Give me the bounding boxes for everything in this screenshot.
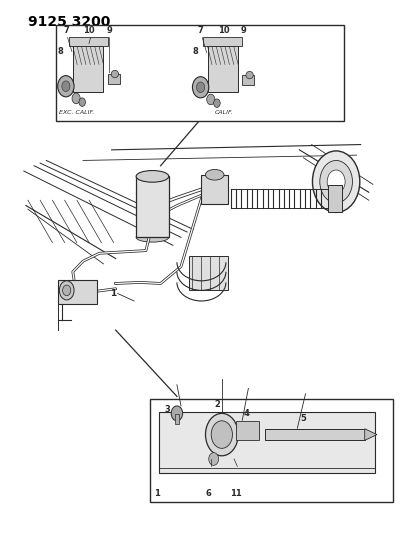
Circle shape [79, 98, 85, 107]
Circle shape [59, 281, 74, 300]
Bar [265, 429, 365, 440]
Bar [242, 75, 254, 85]
Text: 4: 4 [243, 409, 249, 418]
Circle shape [196, 82, 205, 93]
Text: 11: 11 [230, 489, 242, 498]
Text: 8: 8 [58, 47, 63, 56]
Bar [189, 256, 228, 290]
Polygon shape [159, 413, 375, 473]
Text: CALIF.: CALIF. [215, 110, 233, 115]
Text: 10: 10 [218, 26, 230, 35]
Bar [203, 37, 242, 46]
Text: 10: 10 [83, 26, 95, 35]
Text: 3: 3 [165, 405, 171, 414]
Circle shape [62, 285, 71, 296]
Bar [175, 415, 179, 424]
Bar [208, 46, 238, 92]
Circle shape [58, 76, 74, 97]
Circle shape [207, 94, 215, 105]
Bar [56, 25, 344, 120]
Circle shape [62, 81, 70, 92]
Circle shape [209, 453, 219, 465]
Circle shape [72, 93, 80, 104]
Text: 7: 7 [63, 26, 69, 35]
Circle shape [211, 421, 233, 448]
Text: 6: 6 [206, 489, 212, 498]
Text: 9125 3200: 9125 3200 [28, 14, 110, 29]
Text: 9: 9 [107, 26, 113, 35]
Bar [73, 46, 104, 92]
Text: 2: 2 [215, 400, 221, 409]
Text: 1: 1 [154, 489, 159, 498]
Bar [236, 421, 259, 440]
Text: 9: 9 [240, 26, 246, 35]
Circle shape [171, 406, 182, 421]
Bar [328, 185, 342, 212]
Circle shape [206, 414, 238, 456]
Circle shape [320, 160, 353, 203]
Circle shape [327, 170, 345, 193]
Bar [108, 74, 120, 84]
Ellipse shape [246, 71, 253, 79]
Circle shape [312, 151, 360, 213]
Ellipse shape [136, 232, 169, 242]
Bar [69, 37, 108, 46]
Text: 5: 5 [300, 414, 307, 423]
Bar [150, 399, 393, 503]
Bar [201, 175, 228, 204]
Text: 8: 8 [193, 47, 199, 56]
Bar [136, 176, 169, 237]
Circle shape [192, 77, 209, 98]
Text: 7: 7 [198, 26, 203, 35]
Ellipse shape [111, 70, 118, 78]
Circle shape [214, 99, 220, 108]
Bar [58, 280, 97, 304]
Ellipse shape [206, 169, 224, 180]
Text: EXC. CALIF.: EXC. CALIF. [59, 110, 95, 115]
Polygon shape [365, 429, 377, 440]
Text: 1: 1 [110, 289, 116, 297]
Ellipse shape [136, 171, 169, 182]
